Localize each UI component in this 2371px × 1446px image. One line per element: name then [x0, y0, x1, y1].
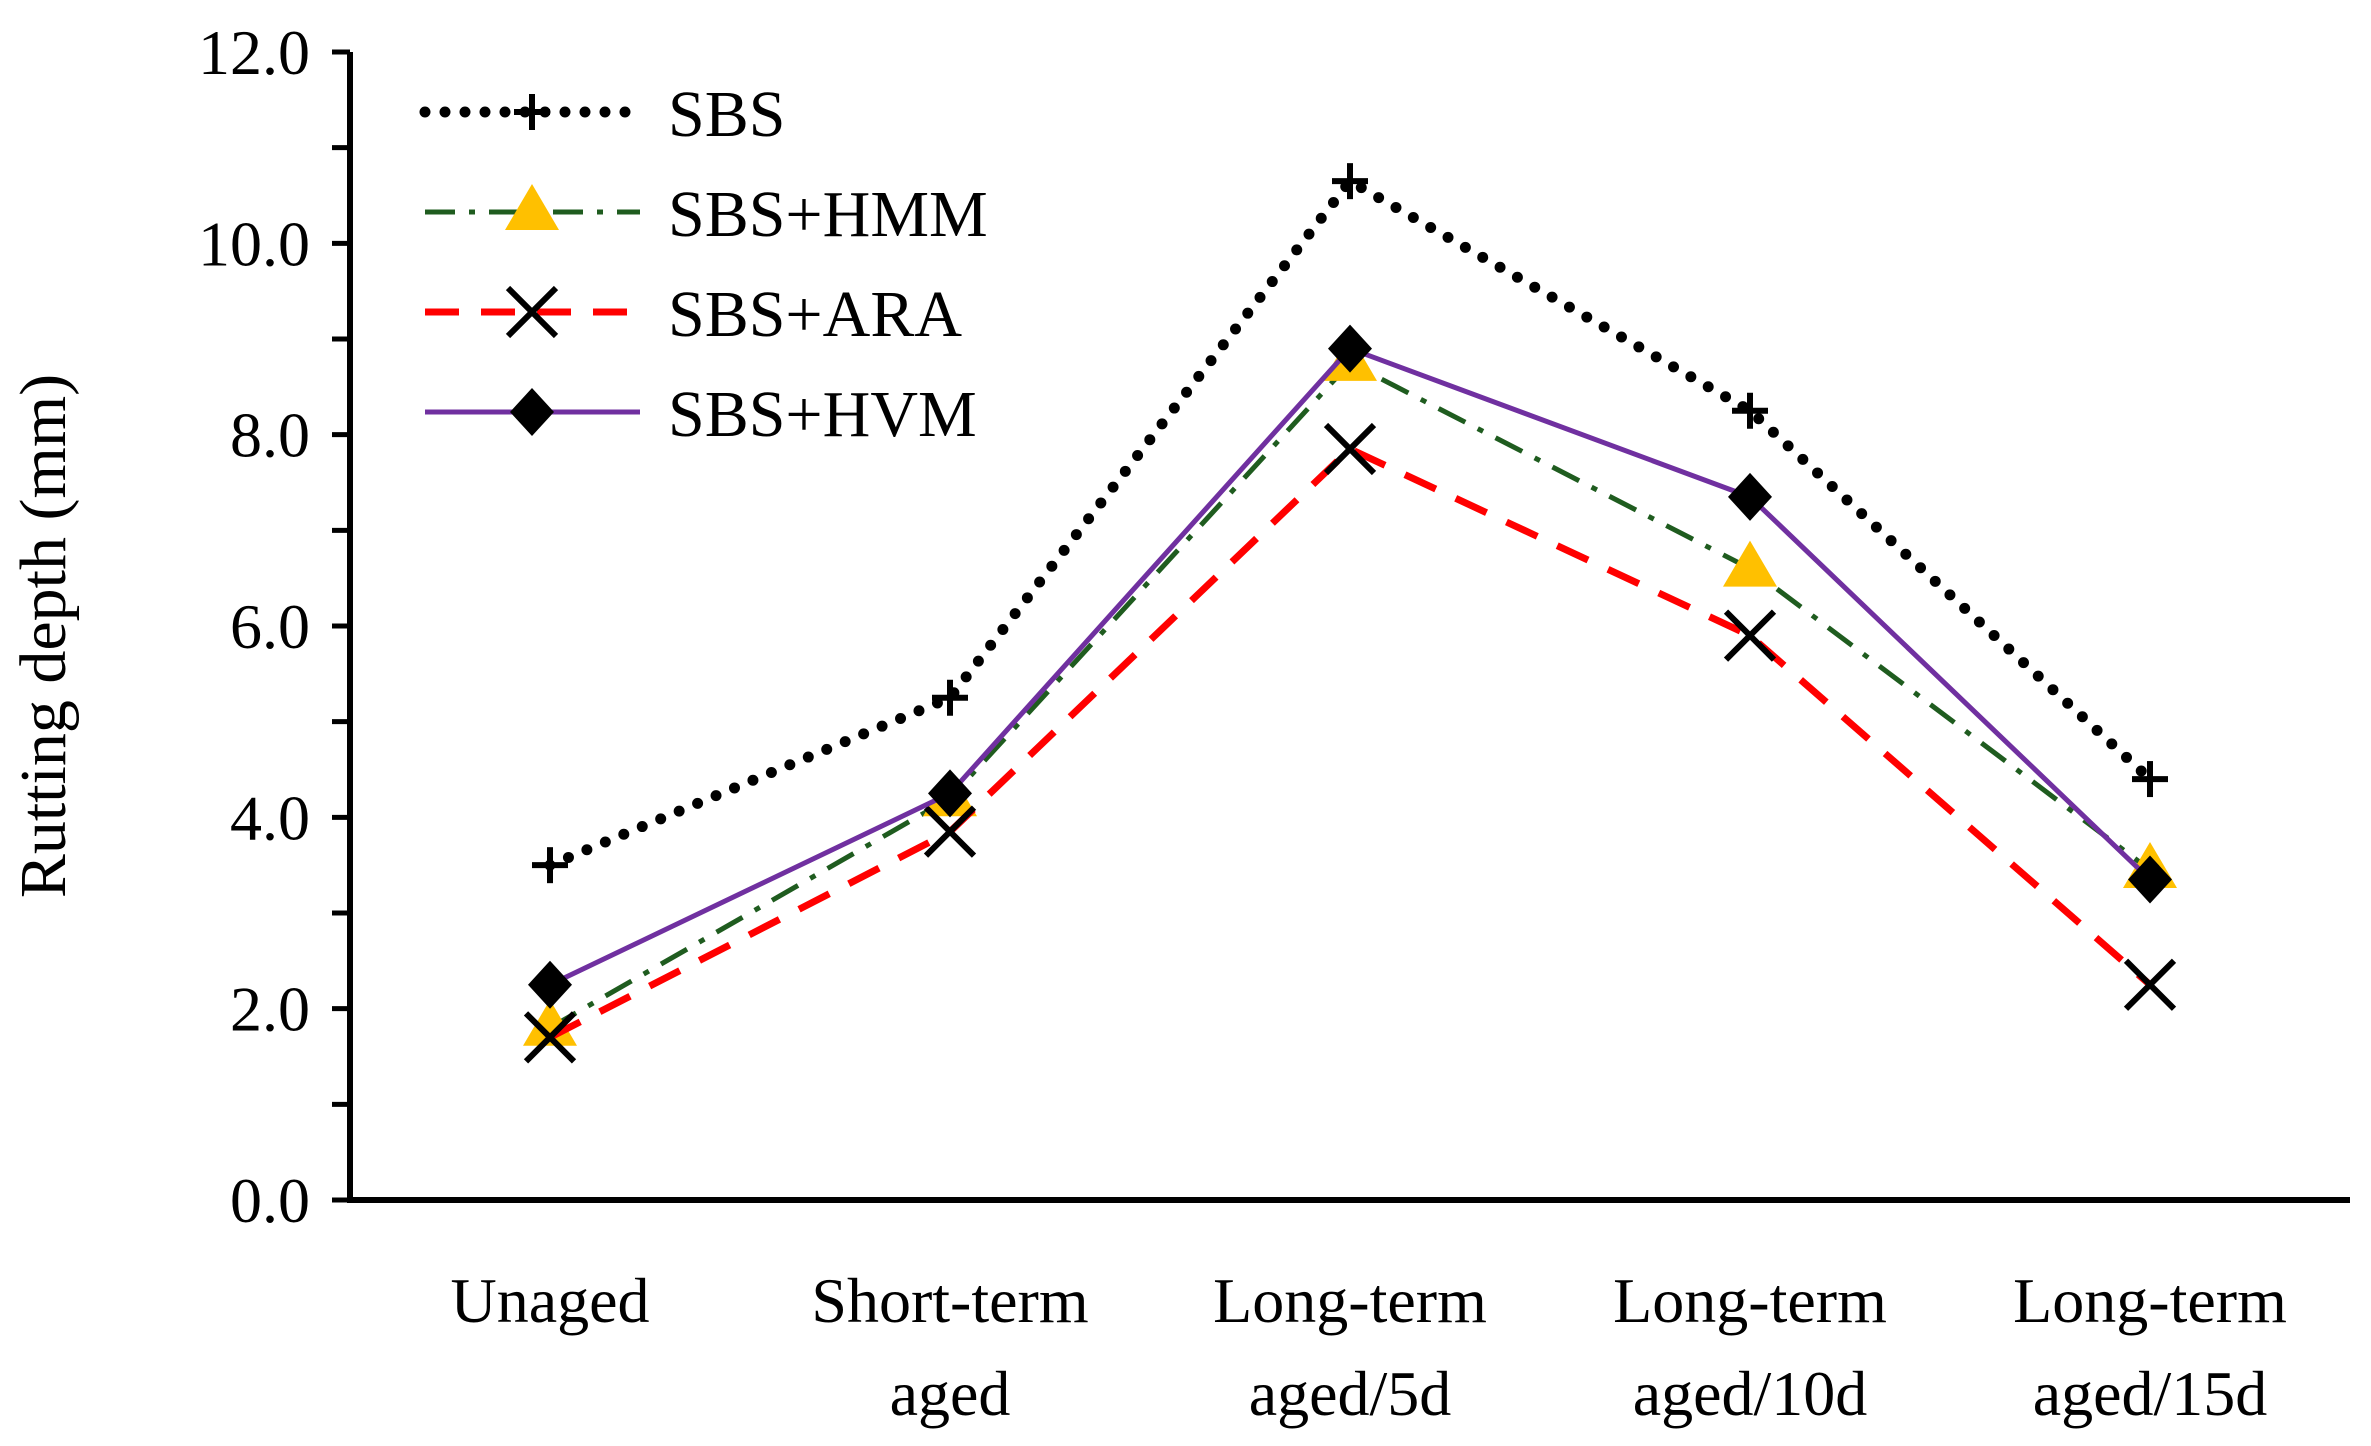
data-point-sbs-hvm — [1728, 472, 1772, 521]
data-point-sbs-ara — [923, 805, 977, 858]
legend-label: SBS — [668, 78, 785, 151]
x-category-label-line: Long-term — [1213, 1265, 1487, 1336]
x-category-label: Long-term aged/5d — [1213, 1265, 1487, 1429]
x-category-label: Short-term aged — [811, 1265, 1088, 1429]
x-axis-category-labels: Unaged Short-termagedLong-termaged/5dLong… — [450, 1265, 2286, 1429]
y-tick-label: 0.0 — [230, 1165, 310, 1236]
legend-label: SBS+HVM — [668, 378, 977, 451]
x-category-label-line: aged/5d — [1249, 1358, 1452, 1429]
legend-item-sbs-hvm: SBS+HVM — [425, 378, 977, 451]
data-point-sbs-hmm — [1723, 540, 1777, 587]
y-axis-title: Rutting depth (mm) — [7, 374, 80, 898]
legend-label: SBS+ARA — [668, 278, 962, 351]
data-point-sbs — [532, 847, 568, 884]
legend-marker — [505, 184, 559, 230]
legend-marker — [510, 388, 554, 436]
data-point-sbs-hvm — [2128, 855, 2172, 904]
legend-marker — [505, 285, 559, 339]
data-point-sbs — [1732, 392, 1768, 429]
y-tick-label: 4.0 — [230, 782, 310, 853]
y-axis-ticks: 0.0 2.0 4.0 6.0 8.0 10.0 12.0 — [198, 17, 350, 1236]
x-category-label-line: Unaged — [450, 1265, 649, 1336]
y-tick-label: 2.0 — [230, 974, 310, 1045]
x-category-label-line: Long-term — [1613, 1265, 1887, 1336]
legend-item-sbs-hmm: SBS+HMM — [425, 178, 988, 251]
series-line-sbs-ara — [548, 445, 2153, 1041]
data-point-sbs-ara — [1723, 609, 1777, 662]
data-point-sbs-ara — [1323, 422, 1377, 476]
legend: SBS SBS+HMM SBS+ARA SBS+HVM — [419, 78, 988, 451]
legend-item-sbs: SBS — [419, 78, 785, 151]
data-point-sbs — [1332, 163, 1368, 200]
series-sbs-ara — [523, 422, 2177, 1064]
data-point-sbs-ara — [523, 1011, 577, 1064]
data-point-sbs-hvm — [928, 769, 972, 818]
legend-marker — [514, 94, 550, 130]
y-tick-label: 12.0 — [198, 17, 310, 88]
series-sbs-hvm — [528, 324, 2172, 1009]
x-category-label: Long-term aged/10d — [1613, 1265, 1887, 1429]
data-point-sbs-hvm — [528, 960, 572, 1009]
series-layer — [523, 163, 2177, 1064]
series-sbs — [532, 163, 2168, 884]
data-point-sbs — [2132, 761, 2168, 798]
data-point-sbs-ara — [2123, 958, 2177, 1011]
x-category-label: Unaged — [450, 1265, 649, 1336]
x-category-label-line: Long-term — [2013, 1265, 2287, 1336]
x-category-label: Long-term aged/15d — [2013, 1265, 2287, 1429]
data-point-sbs — [932, 679, 968, 716]
legend-item-sbs-ara: SBS+ARA — [425, 278, 962, 351]
x-category-label-line: Short-term — [811, 1265, 1088, 1336]
data-point-sbs-hvm — [1328, 324, 1372, 373]
y-tick-label: 6.0 — [230, 591, 310, 662]
x-category-label-line: aged/15d — [2033, 1358, 2268, 1429]
y-tick-label: 10.0 — [198, 208, 310, 279]
x-category-label-line: aged — [890, 1358, 1011, 1429]
y-tick-label: 8.0 — [230, 400, 310, 471]
x-category-label-line: aged/10d — [1633, 1358, 1868, 1429]
series-line-sbs-hmm — [548, 360, 2152, 1030]
legend-label: SBS+HMM — [668, 178, 988, 251]
